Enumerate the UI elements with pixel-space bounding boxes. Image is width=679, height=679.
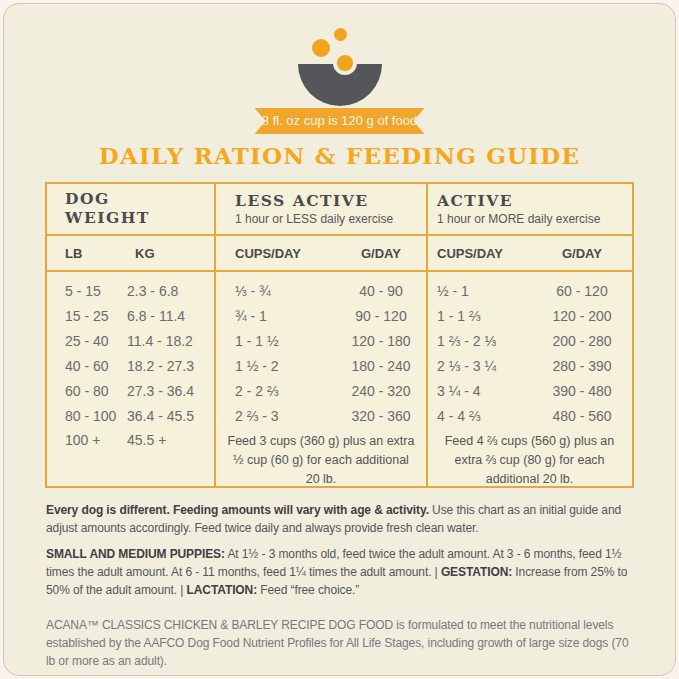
table-body: 5 - 15 2.3 - 6.8 ⅓ - ¾ 40 - 90 ½ - 1 60 … — [47, 272, 632, 486]
cell-lb: 60 - 80 — [47, 383, 127, 399]
cup-measure-text: 8 fl. oz cup is 120 g of food — [262, 113, 417, 128]
table-divider — [426, 184, 428, 486]
cell-less-active-cups: ⅓ - ¾ — [215, 283, 335, 299]
column-header-cups1: CUPS/DAY — [215, 246, 335, 261]
cell-lb: 80 - 100 — [47, 408, 127, 424]
cell-kg: 27.3 - 36.4 — [127, 383, 215, 399]
cell-active-cups: 2 ⅓ - 3 ¼ — [427, 358, 532, 374]
feeding-guide-card: 8 fl. oz cup is 120 g of food DAILY RATI… — [3, 3, 676, 676]
table-row: 40 - 60 18.2 - 27.3 1 ½ - 2 180 - 240 2 … — [47, 353, 632, 378]
cell-active-cups: 1 ⅔ - 2 ⅓ — [427, 333, 532, 349]
cell-lb: 25 - 40 — [47, 333, 127, 349]
cell-kg: 6.8 - 11.4 — [127, 308, 215, 324]
less-active-extra-note: Feed 3 cups (360 g) plus an extra ½ cup … — [215, 432, 427, 488]
cell-kg: 36.4 - 45.5 — [127, 408, 215, 424]
cell-active-grams: 480 - 560 — [532, 408, 632, 424]
cell-less-active-grams: 320 - 360 — [335, 408, 427, 424]
kibble-dot-icon — [334, 28, 347, 41]
cell-kg: 11.4 - 18.2 — [127, 333, 215, 349]
feeding-table: DOG WEIGHT LESS ACTIVE 1 hour or LESS da… — [45, 182, 634, 488]
cell-less-active-grams: 40 - 90 — [335, 283, 427, 299]
cell-less-active-cups: 2 ⅔ - 3 — [215, 408, 335, 424]
table-row: 60 - 80 27.3 - 36.4 2 - 2 ⅔ 240 - 320 3 … — [47, 378, 632, 403]
lactation-label: LACTATION: — [187, 583, 258, 597]
cell-kg: 45.5 + — [127, 432, 215, 448]
table-subheader-row: LB KG CUPS/DAY G/DAY CUPS/DAY G/DAY — [47, 236, 632, 272]
header-active: ACTIVE 1 hour or MORE daily exercise — [427, 184, 632, 234]
bowl-icon — [294, 28, 386, 106]
cell-active-grams: 280 - 390 — [532, 358, 632, 374]
cell-less-active-grams: 120 - 180 — [335, 333, 427, 349]
note-aafco: ACANA™ CLASSICS CHICKEN & BARLEY RECIPE … — [46, 616, 633, 670]
kibble-dot-icon — [337, 55, 353, 71]
column-header-gday1: G/DAY — [335, 246, 427, 261]
cell-lb: 100 + — [47, 432, 127, 448]
table-header-row: DOG WEIGHT LESS ACTIVE 1 hour or LESS da… — [47, 184, 632, 236]
table-row: 15 - 25 6.8 - 11.4 ¾ - 1 90 - 120 1 - 1 … — [47, 303, 632, 328]
puppies-label: SMALL AND MEDIUM PUPPIES: — [46, 547, 225, 561]
column-header-gday2: G/DAY — [532, 246, 632, 261]
table-row: 5 - 15 2.3 - 6.8 ⅓ - ¾ 40 - 90 ½ - 1 60 … — [47, 278, 632, 303]
cell-active-cups: 3 ¼ - 4 — [427, 383, 532, 399]
cell-lb: 40 - 60 — [47, 358, 127, 374]
cell-active-grams: 200 - 280 — [532, 333, 632, 349]
column-header-cups2: CUPS/DAY — [427, 246, 532, 261]
active-extra-note: Feed 4 ⅔ cups (560 g) plus an extra ⅔ cu… — [427, 432, 632, 488]
table-divider — [214, 184, 216, 486]
cell-less-active-cups: 2 - 2 ⅔ — [215, 383, 335, 399]
cup-measure-banner: 8 fl. oz cup is 120 g of food — [255, 108, 425, 134]
bowl-shape-icon — [298, 64, 382, 106]
kibble-dot-icon — [312, 39, 330, 57]
cell-active-grams: 60 - 120 — [532, 283, 632, 299]
cell-kg: 18.2 - 27.3 — [127, 358, 215, 374]
cell-active-cups: 1 - 1 ⅔ — [427, 308, 532, 324]
gestation-label: GESTATION: — [441, 565, 512, 579]
cell-kg: 2.3 - 6.8 — [127, 283, 215, 299]
cell-less-active-cups: 1 ½ - 2 — [215, 358, 335, 374]
cell-active-cups: ½ - 1 — [427, 283, 532, 299]
table-row-over-100lb: 100 + 45.5 + Feed 3 cups (360 g) plus an… — [47, 428, 632, 482]
cell-less-active-cups: ¾ - 1 — [215, 308, 335, 324]
cell-active-grams: 390 - 480 — [532, 383, 632, 399]
cell-less-active-cups: 1 - 1 ½ — [215, 333, 335, 349]
column-header-lb: LB — [47, 246, 127, 261]
column-header-kg: KG — [127, 246, 215, 261]
cell-lb: 5 - 15 — [47, 283, 127, 299]
cell-less-active-grams: 90 - 120 — [335, 308, 427, 324]
note-general: Every dog is different. Feeding amounts … — [46, 501, 633, 537]
page-title: DAILY RATION & FEEDING GUIDE — [4, 142, 675, 169]
cell-less-active-grams: 180 - 240 — [335, 358, 427, 374]
cell-active-cups: 4 - 4 ⅔ — [427, 408, 532, 424]
cell-less-active-grams: 240 - 320 — [335, 383, 427, 399]
cell-lb: 15 - 25 — [47, 308, 127, 324]
table-row: 80 - 100 36.4 - 45.5 2 ⅔ - 3 320 - 360 4… — [47, 403, 632, 428]
note-general-bold: Every dog is different. Feeding amounts … — [46, 503, 429, 517]
footnotes: Every dog is different. Feeding amounts … — [46, 501, 633, 670]
table-row: 25 - 40 11.4 - 18.2 1 - 1 ½ 120 - 180 1 … — [47, 328, 632, 353]
header-less-active: LESS ACTIVE 1 hour or LESS daily exercis… — [215, 184, 427, 234]
cell-active-grams: 120 - 200 — [532, 308, 632, 324]
note-lifestage: SMALL AND MEDIUM PUPPIES: At 1½ - 3 mont… — [46, 545, 633, 599]
header-dog-weight: DOG WEIGHT — [47, 184, 215, 234]
